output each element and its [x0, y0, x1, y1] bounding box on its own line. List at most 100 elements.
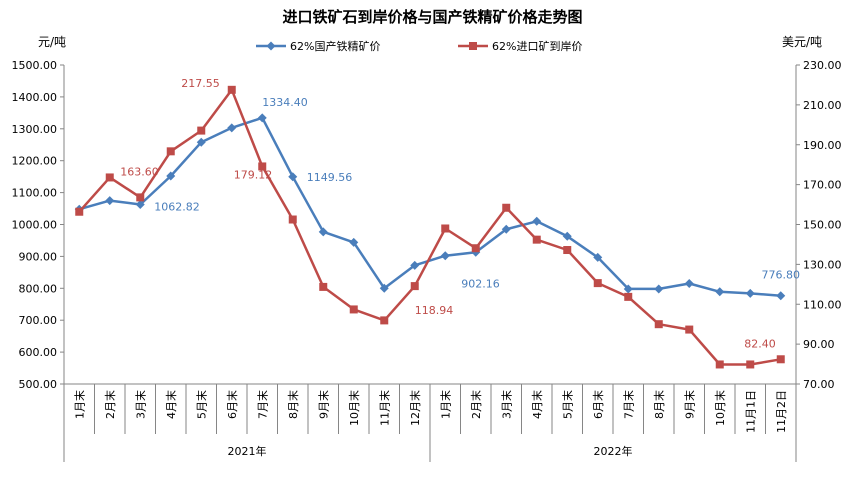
data-point-import [288, 215, 297, 224]
right-tick-label: 110.00 [803, 298, 842, 311]
data-point-import [166, 147, 175, 156]
data-point-import [593, 279, 602, 288]
right-tick-label: 70.00 [803, 378, 835, 391]
x-tick-label: 6月末 [225, 390, 239, 419]
x-tick-label: 2月末 [103, 390, 117, 419]
right-tick-label: 90.00 [803, 338, 835, 351]
x-tick-label: 10月末 [713, 390, 727, 426]
data-point-domestic [532, 216, 542, 226]
x-tick-label: 6月末 [591, 390, 605, 419]
x-tick-label: 1月末 [72, 390, 86, 419]
x-tick-label: 4月末 [530, 390, 544, 419]
left-tick-label: 1300.00 [12, 123, 58, 136]
data-point-import [349, 305, 358, 314]
data-point-domestic [623, 284, 633, 294]
data-point-domestic [745, 288, 755, 298]
data-label: 776.80 [762, 269, 801, 282]
legend-label-import: 62%进口矿到岸价 [492, 40, 583, 53]
data-point-import [75, 207, 84, 216]
x-tick-label: 5月末 [194, 390, 208, 419]
data-point-domestic [166, 171, 176, 181]
data-point-domestic [379, 283, 389, 293]
x-tick-label: 1月末 [438, 390, 452, 419]
right-tick-label: 230.00 [803, 59, 842, 72]
data-point-domestic [349, 237, 359, 247]
left-tick-label: 800.00 [19, 282, 58, 295]
data-point-domestic [135, 199, 145, 209]
right-tick-label: 210.00 [803, 99, 842, 112]
x-tick-label: 9月末 [316, 390, 330, 419]
data-point-domestic [318, 227, 328, 237]
data-point-import [685, 325, 694, 334]
x-tick-label: 11月1日 [744, 390, 757, 433]
data-point-import [441, 224, 450, 233]
legend-item-import: 62%进口矿到岸价 [458, 38, 582, 54]
data-point-import [471, 244, 480, 253]
left-axis-unit: 元/吨 [38, 35, 67, 49]
x-tick-label: 12月末 [408, 390, 422, 426]
data-point-domestic [654, 284, 664, 294]
left-tick-label: 700.00 [19, 314, 58, 327]
left-tick-label: 900.00 [19, 250, 58, 263]
data-point-domestic [227, 123, 237, 133]
left-tick-label: 500.00 [19, 378, 58, 391]
x-tick-label: 11月2日 [775, 390, 788, 433]
data-label: 902.16 [461, 278, 500, 291]
data-label: 1062.82 [154, 200, 200, 213]
data-point-import [105, 173, 114, 182]
data-point-import [654, 320, 663, 329]
data-point-domestic [715, 287, 725, 297]
data-point-domestic [105, 196, 115, 206]
data-point-domestic [562, 231, 572, 241]
year-group-label: 2021年 [228, 444, 267, 458]
data-point-domestic [410, 260, 420, 270]
x-tick-label: 5月末 [560, 390, 574, 419]
data-point-import [258, 162, 267, 171]
x-tick-label: 7月末 [255, 390, 269, 419]
right-tick-label: 190.00 [803, 139, 842, 152]
data-point-domestic [593, 252, 603, 262]
x-tick-label: 7月末 [621, 390, 635, 419]
left-tick-label: 1400.00 [12, 91, 58, 104]
series-line-1 [78, 88, 782, 366]
data-label: 118.94 [415, 304, 454, 317]
x-tick-label: 9月末 [682, 390, 696, 419]
data-point-import [563, 246, 572, 255]
data-point-import [319, 282, 328, 291]
data-point-import [624, 292, 633, 301]
data-label: 217.55 [181, 77, 220, 90]
legend-marker-import [458, 42, 488, 50]
x-tick-label: 11月末 [377, 390, 391, 426]
data-point-import [197, 126, 206, 135]
left-tick-label: 1500.00 [12, 59, 58, 72]
right-tick-label: 170.00 [803, 179, 842, 192]
data-label: 179.12 [234, 168, 273, 181]
x-tick-label: 3月末 [133, 390, 147, 419]
data-point-import [227, 85, 236, 94]
x-tick-label: 8月末 [652, 390, 666, 419]
right-tick-label: 150.00 [803, 219, 842, 232]
x-tick-label: 4月末 [164, 390, 178, 419]
data-point-import [380, 316, 389, 325]
data-point-domestic [776, 291, 786, 301]
left-tick-label: 1000.00 [12, 219, 58, 232]
data-point-domestic [501, 224, 511, 234]
legend-item-domestic: 62%国产铁精矿价 [256, 38, 380, 54]
x-tick-label: 8月末 [286, 390, 300, 419]
right-axis-unit: 美元/吨 [782, 35, 823, 49]
left-tick-label: 1200.00 [12, 155, 58, 168]
data-point-domestic [684, 279, 694, 289]
data-point-import [776, 355, 785, 364]
x-tick-label: 3月末 [499, 390, 513, 419]
data-label: 82.40 [744, 337, 776, 350]
left-tick-label: 1100.00 [12, 187, 58, 200]
data-point-import [746, 360, 755, 369]
data-point-domestic [196, 137, 206, 147]
year-group-label: 2022年 [594, 444, 633, 458]
legend-marker-domestic [256, 41, 286, 51]
x-tick-label: 2月末 [469, 390, 483, 419]
legend-label-domestic: 62%国产铁精矿价 [290, 40, 381, 53]
data-point-import [502, 203, 511, 212]
